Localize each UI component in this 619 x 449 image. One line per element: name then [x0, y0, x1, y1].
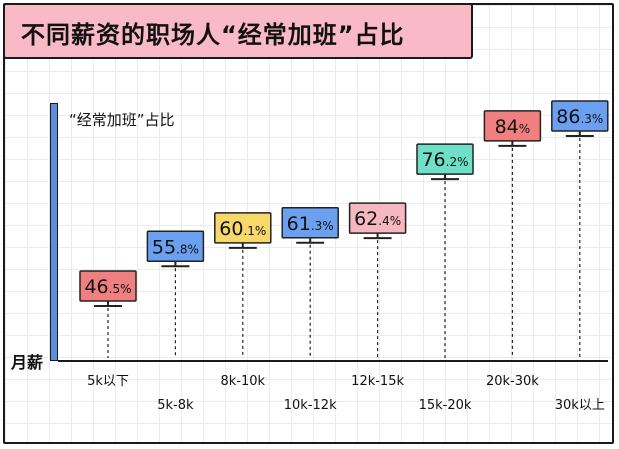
bar: [146, 230, 205, 263]
chart-title: 不同薪资的职场人“经常加班”占比: [21, 21, 405, 49]
x-axis-label: 月薪: [11, 353, 44, 372]
x-tick-label: 12k-15k: [351, 374, 404, 389]
bar: [348, 202, 407, 234]
bar: [79, 270, 137, 302]
bar: [551, 100, 609, 132]
data-label: 55.8%: [152, 236, 199, 258]
x-tick-label: 20k-30k: [486, 374, 539, 389]
chart-plot: 46.5% 5k以下 55.8% 5k-8k 60.1% 8k-10k 61.3% 10k-1…: [79, 100, 609, 413]
data-label: 61.3%: [287, 213, 334, 235]
y-axis-label: “经常加班”占比: [69, 111, 175, 129]
data-label: 62.4%: [354, 208, 401, 230]
y-axis-bar: [50, 103, 58, 361]
x-tick-label: 5k以下: [87, 374, 129, 389]
bar: [483, 110, 542, 142]
x-tick-label: 8k-10k: [221, 374, 266, 389]
bar: [214, 212, 272, 244]
data-label: 60.1%: [219, 218, 266, 240]
data-label: 84%: [495, 116, 531, 138]
chart-card: 不同薪资的职场人“经常加班”占比 “经常加班”占比 月薪 46.5% 5k以下 55…: [3, 3, 614, 444]
x-tick-label: 10k-12k: [284, 398, 337, 413]
bar: [281, 207, 339, 239]
x-tick-label: 30k以上: [555, 398, 605, 413]
data-label: 86.3%: [556, 106, 603, 128]
x-tick-label: 15k-20k: [419, 398, 472, 413]
bar: [416, 143, 474, 175]
data-label: 76.2%: [421, 149, 468, 171]
x-tick-label: 5k-8k: [157, 398, 194, 413]
data-label: 46.5%: [84, 276, 131, 298]
x-axis-line: [58, 360, 608, 362]
title-banner: 不同薪资的职场人“经常加班”占比: [5, 5, 473, 59]
